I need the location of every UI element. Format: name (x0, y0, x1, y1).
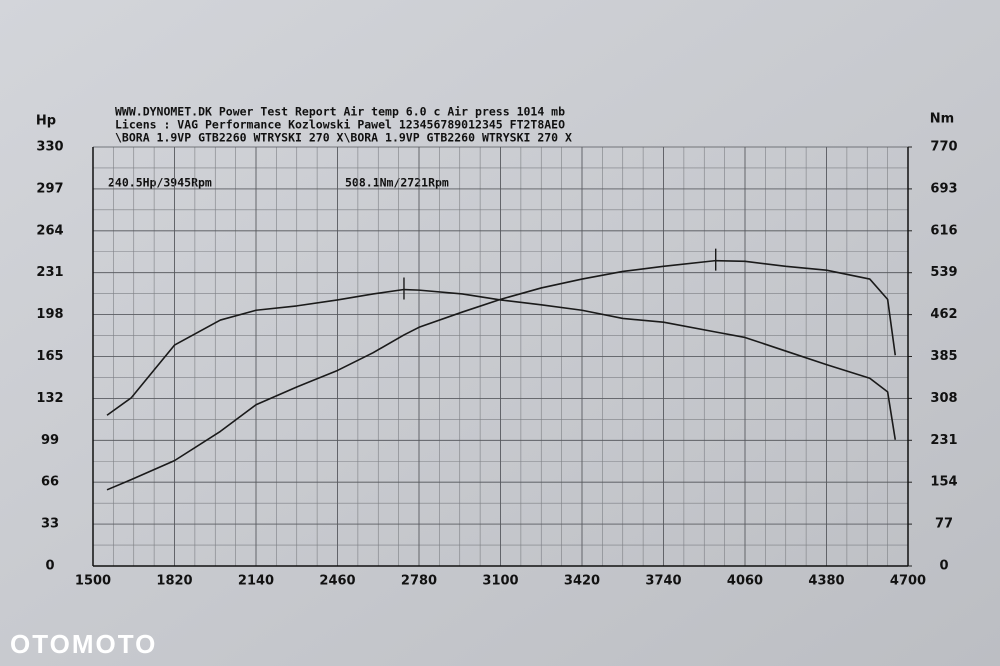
x-tick-label: 2780 (401, 574, 437, 589)
y-tick-label: 99 (41, 433, 59, 448)
y2-tick-label: 77 (935, 517, 953, 532)
y2-tick-label: 770 (930, 140, 957, 155)
y-tick-label: 231 (36, 265, 63, 280)
x-tick-label: 1820 (156, 574, 192, 589)
y2-tick-label: 539 (930, 265, 957, 280)
x-tick-label: 1500 (75, 574, 111, 589)
y2-tick-label: 231 (930, 433, 957, 448)
y-tick-label: 297 (36, 181, 63, 196)
x-tick-label: 2140 (238, 574, 274, 589)
x-tick-label: 3740 (645, 574, 681, 589)
x-tick-label: 4700 (890, 574, 926, 589)
x-tick-label: 3420 (564, 574, 600, 589)
annotation: 240.5Hp/3945Rpm (108, 176, 212, 190)
annotation: 508.1Nm/2721Rpm (345, 176, 449, 190)
y-tick-label: 165 (36, 349, 63, 364)
watermark: OTOMOTO (10, 629, 157, 659)
x-tick-label: 4380 (808, 574, 844, 589)
series-line (106, 288, 897, 440)
y2-tick-label: 0 (939, 559, 948, 574)
x-tick-label: 4060 (727, 574, 763, 589)
y2-tick-label: 616 (930, 223, 957, 238)
y-axis-label: Hp (36, 114, 56, 129)
y-tick-label: 0 (45, 559, 54, 574)
header-line: \BORA 1.9VP GTB2260 WTRYSKI 270 X\BORA 1… (115, 131, 572, 145)
y2-tick-label: 385 (930, 349, 957, 364)
y-tick-label: 264 (36, 223, 63, 238)
header-line: WWW.DYNOMET.DK Power Test Report Air tem… (115, 105, 565, 119)
x-tick-label: 3100 (482, 574, 518, 589)
header-line: Licens : VAG Performance Kozlowski Pawel… (115, 118, 565, 132)
y-tick-label: 330 (36, 140, 63, 155)
y-tick-label: 198 (36, 307, 63, 322)
y2-tick-label: 308 (930, 391, 957, 406)
y-tick-label: 33 (41, 517, 59, 532)
y2-tick-label: 693 (930, 181, 957, 196)
y2-axis-label: Nm (930, 112, 954, 127)
y2-tick-label: 154 (930, 475, 957, 490)
y2-tick-label: 462 (930, 307, 957, 322)
y-tick-label: 66 (41, 475, 59, 490)
x-tick-label: 2460 (319, 574, 355, 589)
y-tick-label: 132 (36, 391, 63, 406)
